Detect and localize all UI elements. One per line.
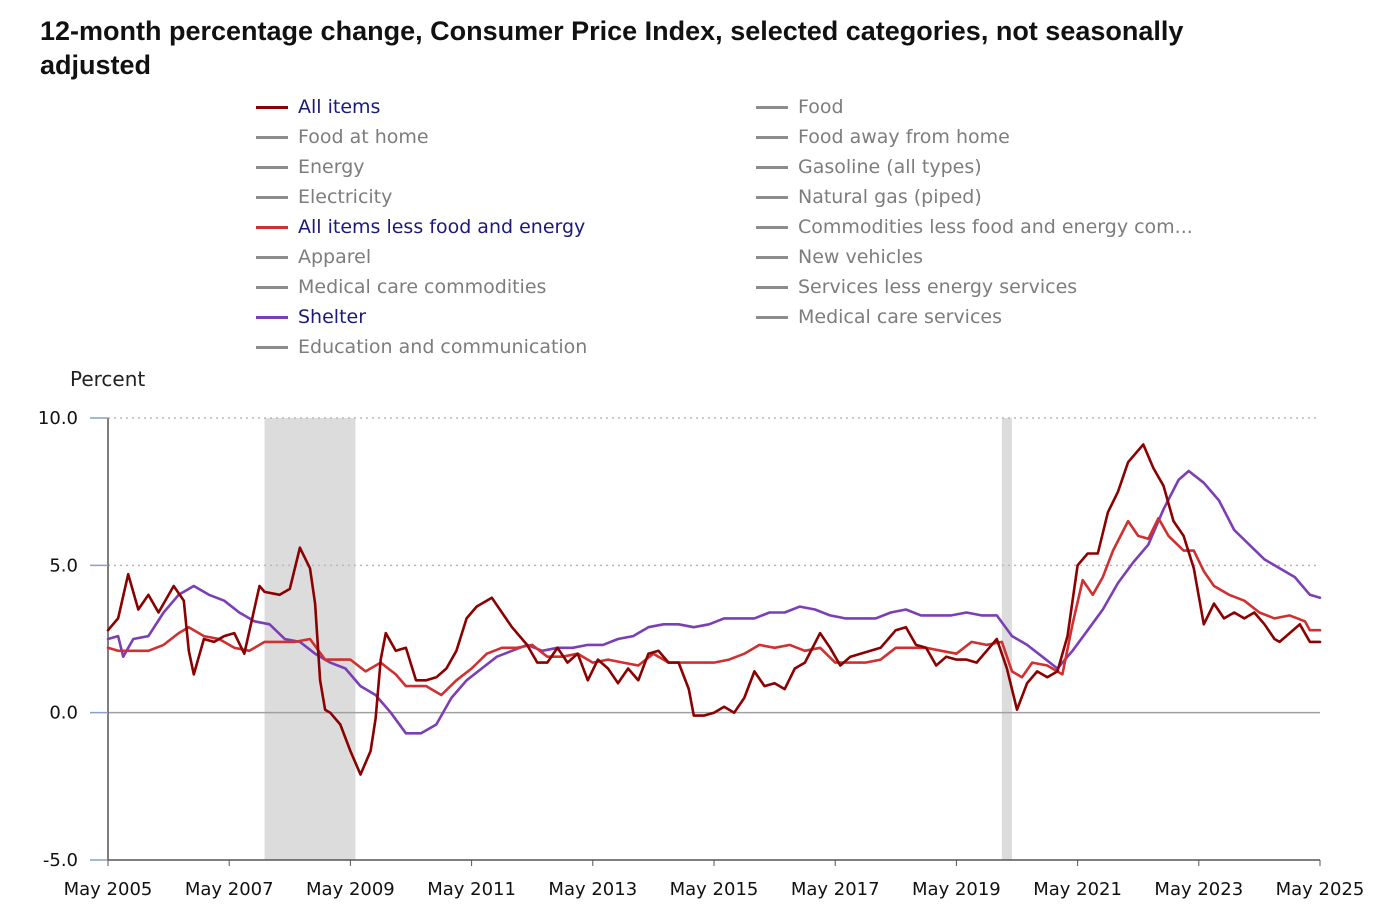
legend-label: Education and communication — [298, 336, 588, 358]
legend-swatch — [256, 195, 288, 199]
legend-label: Services less energy services — [798, 276, 1078, 298]
x-tick-label: May 2015 — [670, 879, 759, 900]
legend-label: Electricity — [298, 186, 393, 208]
legend-swatch — [756, 315, 788, 319]
x-tick-label: May 2005 — [64, 879, 153, 900]
legend-item-education-and-communication[interactable]: Education and communication — [256, 332, 587, 362]
legend-label: Shelter — [298, 306, 367, 328]
legend-item-apparel[interactable]: Apparel — [256, 242, 587, 272]
legend-swatch — [756, 225, 788, 229]
legend-item-gasoline-all-types[interactable]: Gasoline (all types) — [756, 152, 1193, 182]
legend-label: New vehicles — [798, 246, 924, 268]
y-tick-label: 10.0 — [38, 408, 78, 429]
legend-item-shelter[interactable]: Shelter — [256, 302, 587, 332]
y-tick-label: -5.0 — [43, 850, 78, 871]
legend-swatch — [256, 345, 288, 349]
legend-item-food[interactable]: Food — [756, 92, 1193, 122]
legend-column-left: All items Food at home Energy Electricity Al… — [256, 92, 587, 362]
legend-swatch — [756, 255, 788, 259]
legend-swatch — [756, 195, 788, 199]
x-tick-label: May 2013 — [548, 879, 637, 900]
legend-item-medical-care-commodities[interactable]: Medical care commodities — [256, 272, 587, 302]
legend-swatch — [256, 105, 288, 109]
legend-item-natural-gas-piped[interactable]: Natural gas (piped) — [756, 182, 1193, 212]
chart-title: 12-month percentage change, Consumer Pri… — [40, 16, 1184, 80]
legend-label: Energy — [298, 156, 365, 178]
y-axis-label: Percent — [70, 367, 146, 391]
x-tick-label: May 2009 — [306, 879, 395, 900]
legend-label: All items less food and energy — [298, 216, 586, 238]
x-tick-label: May 2025 — [1276, 879, 1365, 900]
legend-label: Commodities less food and energy com... — [798, 216, 1193, 238]
y-tick-label: 5.0 — [49, 555, 78, 576]
legend-label: Medical care commodities — [298, 276, 547, 298]
x-tick-label: May 2011 — [427, 879, 516, 900]
legend-item-energy[interactable]: Energy — [256, 152, 587, 182]
x-tick-label: May 2007 — [185, 879, 274, 900]
legend-swatch — [256, 315, 288, 319]
legend-item-electricity[interactable]: Electricity — [256, 182, 587, 212]
x-tick-label: May 2019 — [912, 879, 1001, 900]
legend-item-all-items[interactable]: All items — [256, 92, 587, 122]
legend-label: Apparel — [298, 246, 372, 268]
legend-item-services-less-energy-services[interactable]: Services less energy services — [756, 272, 1193, 302]
legend-item-food-away-from-home[interactable]: Food away from home — [756, 122, 1193, 152]
legend-item-new-vehicles[interactable]: New vehicles — [756, 242, 1193, 272]
legend-label: Natural gas (piped) — [798, 186, 982, 208]
legend-swatch — [756, 285, 788, 289]
legend-item-food-at-home[interactable]: Food at home — [256, 122, 587, 152]
series-line-all-items — [106, 443, 1322, 776]
legend-label: Medical care services — [798, 306, 1002, 328]
legend-label: Food at home — [298, 126, 429, 148]
x-tick-label: May 2021 — [1033, 879, 1122, 900]
legend-swatch — [256, 135, 288, 139]
y-tick-label: 0.0 — [49, 703, 78, 724]
legend-label: Food away from home — [798, 126, 1010, 148]
legend-swatch — [256, 285, 288, 289]
legend-item-all-items-less-food-and-energy[interactable]: All items less food and energy — [256, 212, 587, 242]
legend-label: Gasoline (all types) — [798, 156, 982, 178]
legend-swatch — [256, 165, 288, 169]
legend-item-commodities-less-food-and-energy-com[interactable]: Commodities less food and energy com... — [756, 212, 1193, 242]
x-tick-label: May 2023 — [1154, 879, 1243, 900]
legend-column-right: Food Food away from home Gasoline (all typ… — [756, 92, 1193, 332]
legend-item-medical-care-services[interactable]: Medical care services — [756, 302, 1193, 332]
legend-swatch — [756, 135, 788, 139]
legend-swatch — [256, 225, 288, 229]
recession-band — [1001, 418, 1012, 860]
legend-swatch — [756, 105, 788, 109]
legend-label: Food — [798, 96, 844, 118]
legend-swatch — [756, 165, 788, 169]
legend-swatch — [256, 255, 288, 259]
legend-label: All items — [298, 96, 381, 118]
legend: All items Food at home Energy Electricity Al… — [256, 92, 1256, 362]
x-tick-label: May 2017 — [791, 879, 880, 900]
